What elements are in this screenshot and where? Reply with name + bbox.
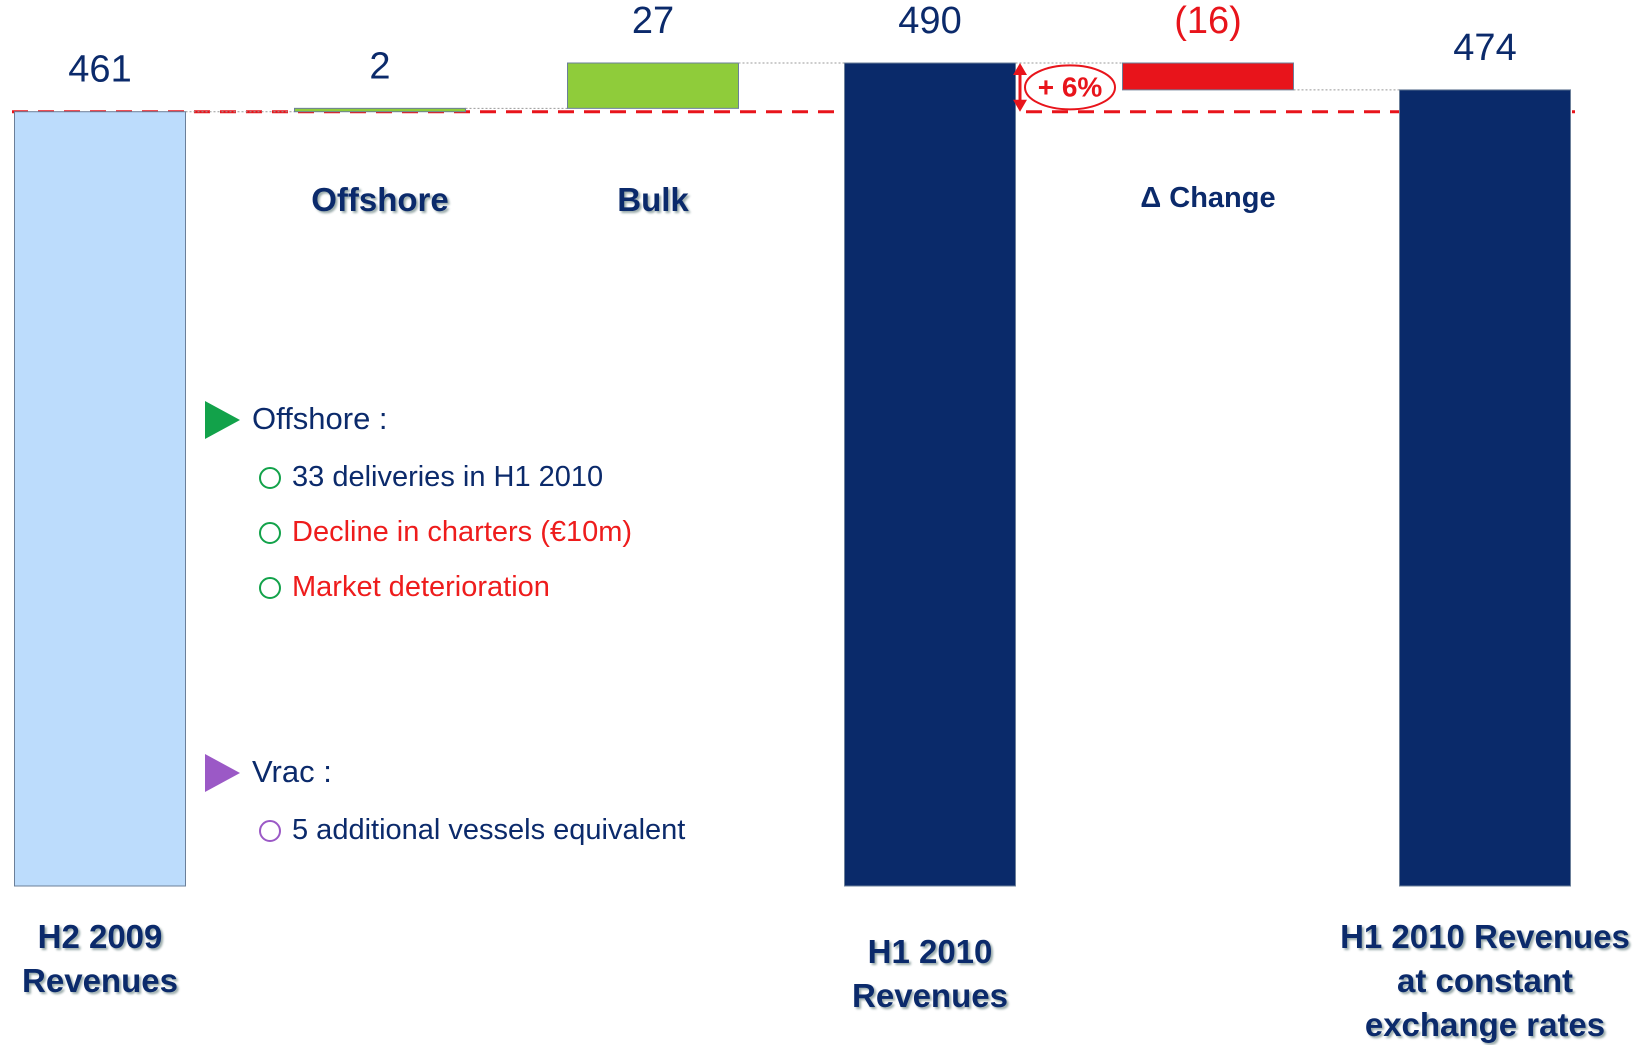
item-bullet <box>259 820 281 842</box>
bar <box>567 62 739 109</box>
note-item: Decline in charters (€10m) <box>292 516 633 548</box>
item-bullet <box>259 467 281 489</box>
note-item: 33 deliveries in H1 2010 <box>292 461 604 493</box>
note-heading: Vrac : <box>252 754 332 789</box>
value-label: 27 <box>632 0 674 42</box>
category-label: Δ Change <box>1140 182 1276 214</box>
annotation-ring <box>1024 64 1116 111</box>
value-label: 490 <box>898 0 961 42</box>
note-marker <box>205 401 240 439</box>
item-bullet <box>259 577 281 599</box>
category-label: H1 2010 Revenues <box>852 933 1008 1014</box>
note-marker <box>205 754 240 792</box>
arrow-head <box>1013 63 1027 112</box>
note-heading: Offshore : <box>252 401 388 436</box>
value-label: 2 <box>369 45 390 87</box>
value-label: 474 <box>1453 27 1516 69</box>
category-label: H2 2009 Revenues <box>22 918 178 999</box>
value-label: 461 <box>68 49 131 91</box>
bar <box>1122 62 1294 91</box>
category-label: Offshore <box>311 181 449 218</box>
bar <box>844 62 1016 887</box>
category-label: H1 2010 Revenues at constant exchange ra… <box>1340 918 1630 1043</box>
item-bullet <box>259 522 281 544</box>
note-item: 5 additional vessels equivalent <box>292 814 686 846</box>
bar <box>1399 89 1571 887</box>
bar <box>14 111 186 887</box>
category-label: Bulk <box>617 181 689 218</box>
note-item: Market deterioration <box>292 571 550 603</box>
bar <box>294 107 466 113</box>
annotation: + 6% <box>1038 72 1103 103</box>
value-label: (16) <box>1174 0 1242 42</box>
